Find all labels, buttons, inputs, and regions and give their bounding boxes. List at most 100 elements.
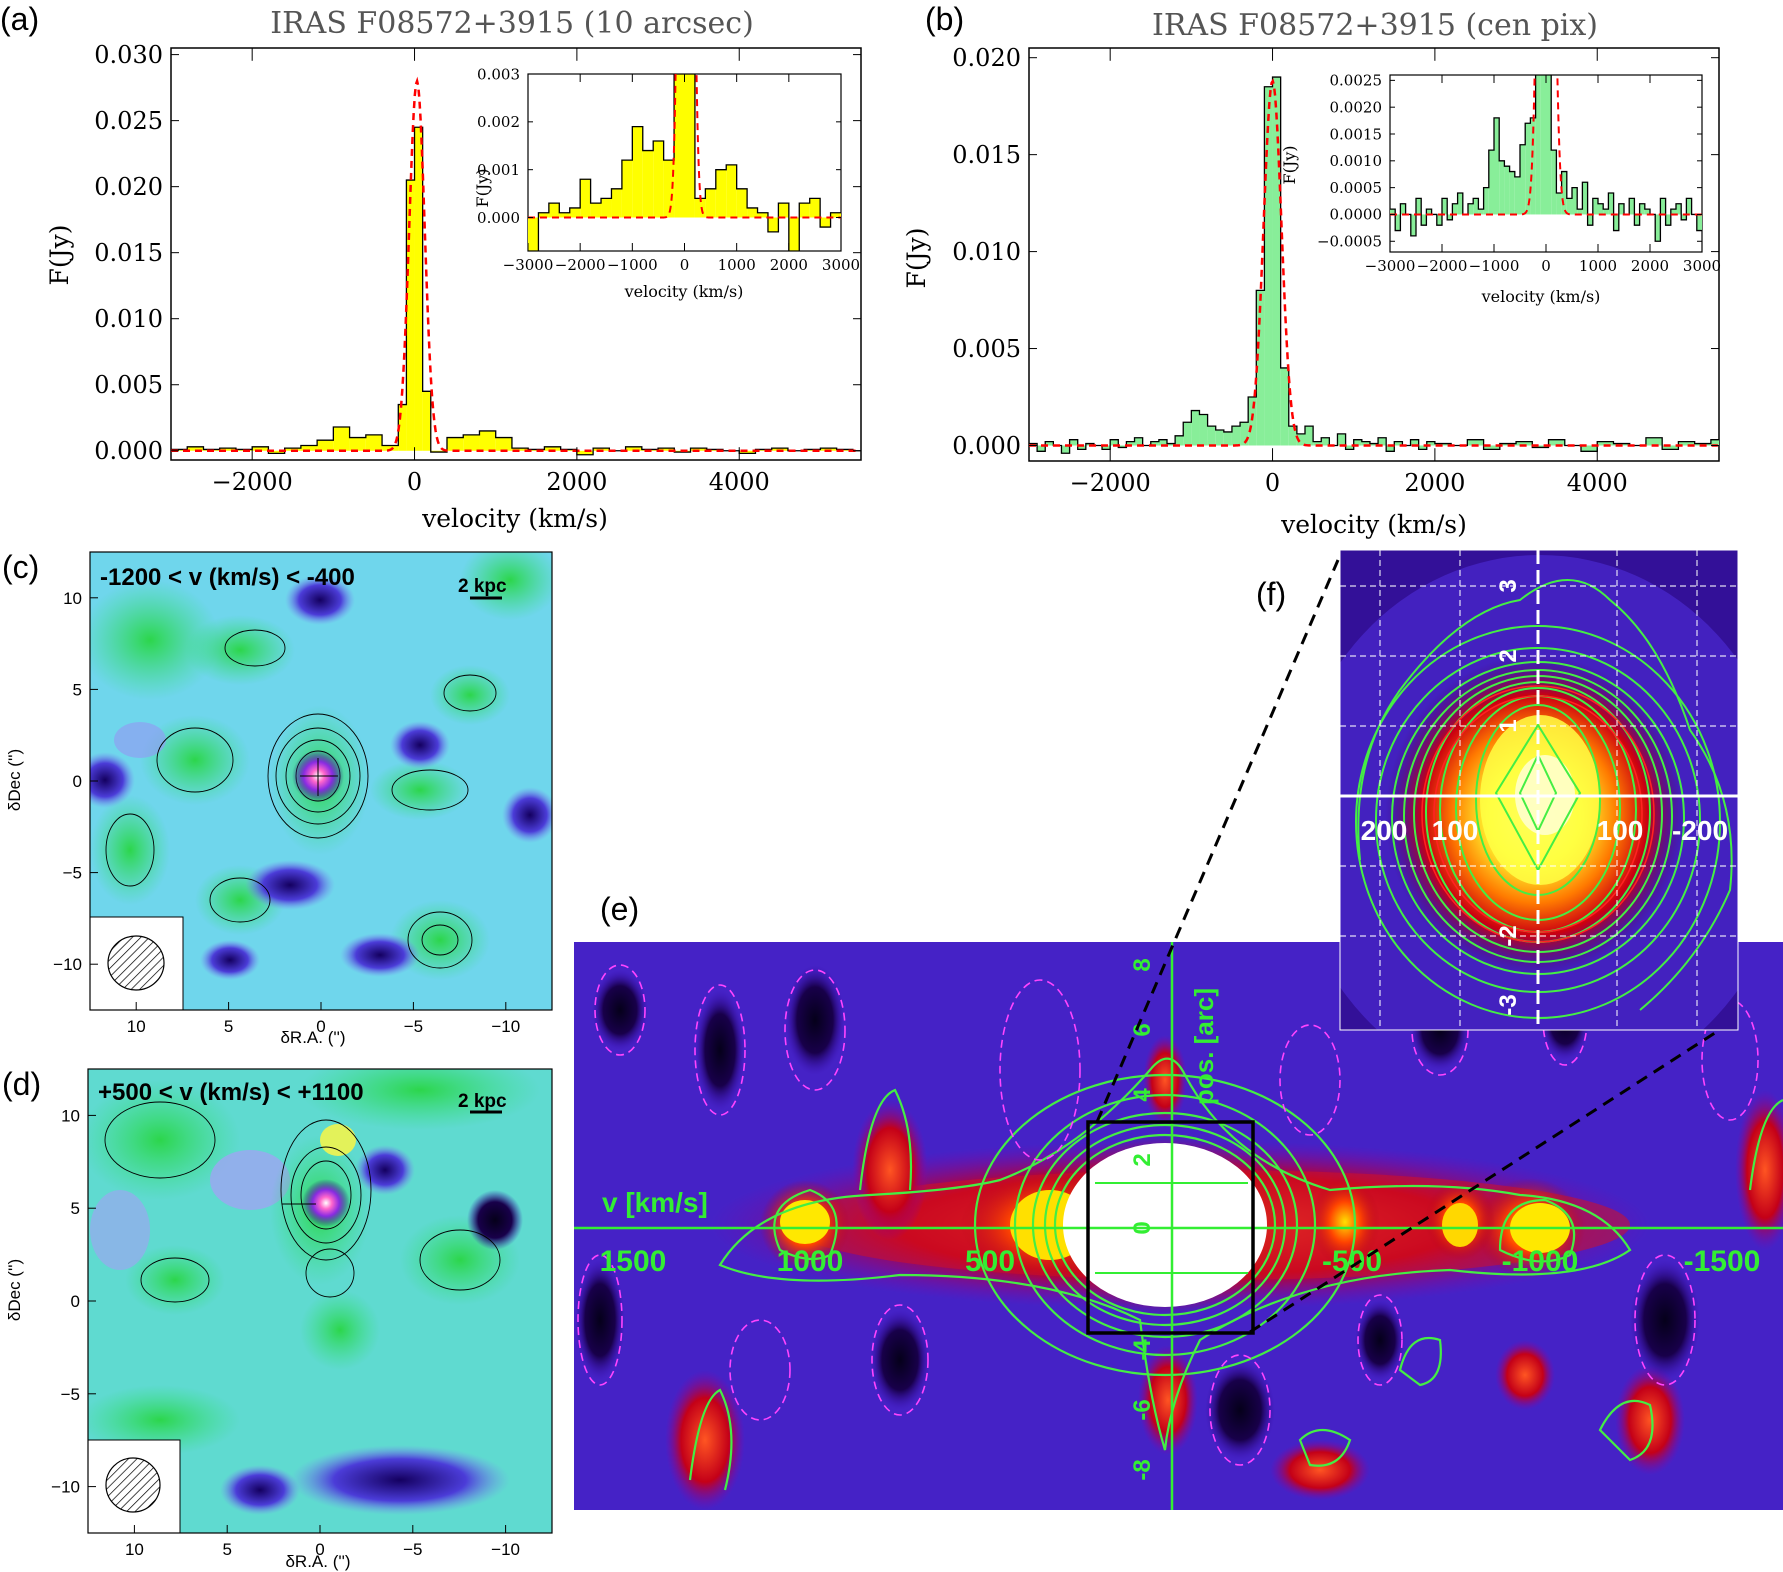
- chart-a-inset-bin: [715, 169, 727, 218]
- chart-b-bin: [1231, 426, 1241, 446]
- chart-c-ytick-label: 5: [73, 680, 82, 699]
- chart-e-xlabel: v [km/s]: [602, 1187, 708, 1218]
- chart-e-xtick-label: -500: [1322, 1245, 1382, 1278]
- chart-b-inset-bin: [1655, 214, 1661, 242]
- chart-a-bin: [479, 430, 496, 451]
- chart-a-inset-xtick-label: 3000: [822, 256, 860, 274]
- chart-c-xtick-label: −10: [491, 1017, 520, 1036]
- chart-b-inset-bin: [1509, 171, 1515, 215]
- chart-b-bin: [1118, 445, 1127, 448]
- chart-b-bin: [1077, 445, 1086, 450]
- chart-b-inset-xlabel: velocity (km/s): [1481, 287, 1601, 306]
- chart-b-inset-bin: [1488, 150, 1494, 215]
- chart-f-ytick-label: 1: [1495, 719, 1522, 732]
- chart-b-bin: [1191, 410, 1200, 446]
- chart-b-bin: [1037, 445, 1046, 452]
- chart-a-inset-bin: [705, 188, 716, 218]
- chart-b-inset-bin: [1587, 214, 1593, 226]
- chart-b-bin: [1467, 439, 1484, 446]
- chart-a-inset-xtick-label: 1000: [718, 256, 756, 274]
- chart-b-fit-line: [1029, 78, 1718, 447]
- chart-b-inset-ytick-label: −0.0005: [1317, 233, 1382, 251]
- chart-c-xtick-label: 5: [224, 1017, 233, 1036]
- chart-b-inset-bin: [1478, 209, 1484, 215]
- chart-b-bin: [1426, 441, 1435, 446]
- chart-c-ytick-label: −5: [63, 864, 82, 883]
- chart-a-inset-bin: [663, 160, 675, 218]
- chart-a-inset-bin: [747, 207, 758, 218]
- chart-a-bin: [658, 448, 675, 451]
- chart-e-ytick-label: 4: [1129, 1088, 1156, 1102]
- chart-e-map: [574, 942, 1783, 1510]
- chart-a-bin: [836, 449, 853, 451]
- chart-a-xlabel: velocity (km/s): [421, 504, 608, 533]
- chart-b-title: IRAS F08572+3915 (cen pix): [1152, 8, 1598, 43]
- chart-b-inset-y-axis: −0.0005 0.0000 0.0005 0.0010 0.0015 0.0020 0.0…: [1317, 72, 1702, 251]
- chart-a-bin: [463, 434, 480, 451]
- chart-b-inset-xtick-label: −1000: [1469, 257, 1520, 275]
- chart-f-map: [1340, 550, 1738, 1030]
- chart-b-inset-bin: [1582, 182, 1588, 215]
- chart-b-inset-bin: [1442, 198, 1448, 215]
- chart-b-inset-fit-line: [1390, 75, 1702, 216]
- chart-b-bin: [1280, 367, 1289, 446]
- chart-a-inset-bin: [569, 207, 581, 218]
- chart-a-ylabel: F(Jy): [45, 225, 74, 286]
- chart-a-bin: [593, 448, 610, 451]
- chart-b-inset-bin: [1566, 198, 1572, 215]
- chart-a-bin: [755, 449, 772, 451]
- chart-b-inset-bin: [1603, 209, 1609, 215]
- chart-a-bin: [171, 449, 188, 451]
- panel-e-letter: (e): [600, 891, 639, 927]
- zoom-connector-lower: [1249, 1018, 1736, 1334]
- chart-a-inset-bin: [767, 217, 779, 232]
- chart-b-inset-bin: [1426, 209, 1432, 215]
- chart-b-bin: [1313, 441, 1322, 446]
- chart-a-inset-histogram-line: [528, 74, 841, 251]
- chart-a-inset-xtick-label: −1000: [607, 256, 658, 274]
- chart-a-inset-bin: [809, 198, 821, 218]
- chart-f-ytick-label: -2: [1495, 925, 1522, 946]
- chart-a-inset-ytick-label: 0.000: [477, 209, 520, 227]
- chart-b-bin: [1410, 439, 1419, 446]
- chart-b-bin: [1337, 433, 1346, 446]
- chart-a-bin: [511, 448, 529, 451]
- chart-b-bin: [1215, 429, 1224, 446]
- chart-c-label: -1200 < v (km/s) < -400: [100, 564, 355, 591]
- chart-b-bin: [1581, 445, 1598, 452]
- chart-b-bin: [1061, 445, 1070, 454]
- chart-b-inset-xtick-label: −3000: [1365, 257, 1416, 275]
- chart-f-xtick-label: 100: [1432, 815, 1479, 846]
- chart-a-xtick-label: −2000: [212, 468, 293, 496]
- chart-d-xtick-label: 10: [125, 1540, 144, 1559]
- panel-a-letter: (a): [0, 1, 39, 37]
- chart-b-bin: [1532, 445, 1549, 448]
- chart-f-xtick-label: 200: [1361, 815, 1408, 846]
- chart-b-bin: [1386, 445, 1395, 452]
- chart-a-inset-ytick-label: 0.002: [477, 113, 520, 131]
- chart-b-bin: [1069, 439, 1078, 446]
- chart-b-inset-histogram-line: [1390, 75, 1702, 242]
- chart-b-bin: [1321, 437, 1330, 446]
- chart-a-xtick-label: 4000: [709, 468, 770, 496]
- chart-c-xtick-label: 10: [127, 1017, 146, 1036]
- chart-b-bin: [1207, 426, 1216, 446]
- chart-e-ylabel: pos. [arc]: [1189, 988, 1219, 1105]
- chart-b-bin: [1597, 441, 1614, 446]
- chart-d-ylabel: δDec (''): [5, 1259, 24, 1321]
- chart-a-ytick-label: 0.025: [94, 107, 163, 135]
- chart-b-inset-x-axis: −3000 −2000 −1000 0 1000 2000 3000: [1365, 75, 1721, 275]
- chart-b-inset-bin: [1525, 123, 1531, 215]
- chart-a-inset-y-axis: 0.000 0.001 0.002 0.003: [477, 65, 841, 227]
- chart-d-ytick-label: −5: [61, 1385, 80, 1404]
- chart-b-bin: [1134, 437, 1143, 446]
- chart-a-frame: [170, 47, 862, 461]
- chart-a-bin: [771, 448, 788, 451]
- chart-a-bin: [528, 449, 545, 451]
- chart-c-xtick-label: 0: [316, 1017, 325, 1036]
- chart-b-ytick-label: 0.020: [952, 44, 1021, 72]
- chart-a-bin: [333, 426, 350, 451]
- chart-b-inset-bin: [1670, 209, 1676, 215]
- chart-a-bin: [690, 448, 707, 451]
- chart-d-scalebar-label: 2 kpc: [458, 1091, 507, 1112]
